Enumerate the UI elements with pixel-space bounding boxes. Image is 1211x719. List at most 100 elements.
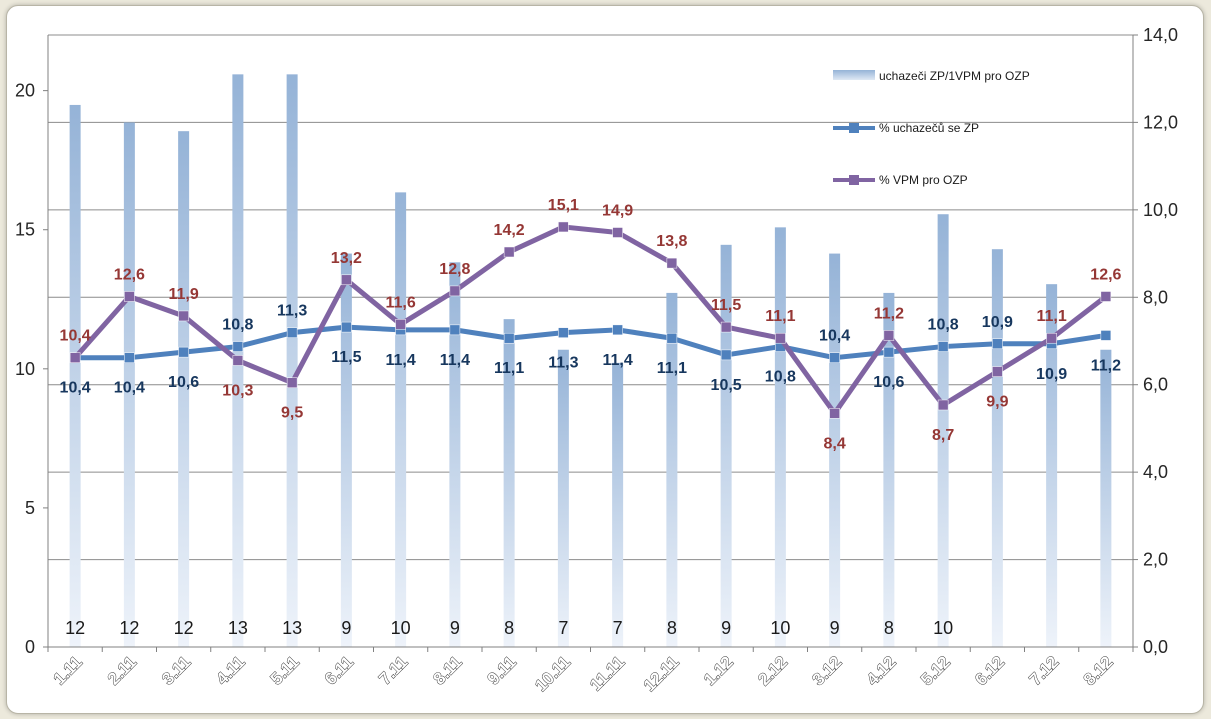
bar (937, 214, 949, 647)
x-tick-label: 9.11 (484, 652, 520, 688)
bar (69, 104, 81, 647)
y-right-tick-label: 2,0 (1143, 550, 1168, 570)
series-1-marker (829, 352, 840, 363)
bar-data-label: 10 (391, 618, 411, 638)
legend-label-bars: uchazeči ZP/1VPM pro OZP (879, 69, 1030, 83)
tick-labels: 0 5 10 15 20 0,0 2,0 4,0 6,0 8,0 10,0 12,0 14,0 1.11 2… (15, 25, 1178, 696)
series-2-marker (503, 246, 515, 258)
series-1-data-label: 11,4 (440, 352, 470, 369)
series-2-marker (232, 355, 244, 366)
series-1-data-label: 11,5 (331, 349, 361, 366)
x-tick-label: 8.11 (430, 652, 466, 688)
y-right-tick-label: 14,0 (1143, 25, 1178, 45)
series-1-data-label: 11,4 (385, 352, 415, 369)
gridlines (48, 34, 1133, 561)
x-tick-label: 8.12 (1080, 652, 1117, 689)
series-2-data-label: 13,8 (656, 233, 687, 250)
series-2-marker (124, 291, 135, 302)
bar-data-label: 8 (504, 618, 514, 638)
series-2-marker (666, 257, 678, 269)
series-1-marker (124, 352, 135, 363)
series-1-data-label: 10,8 (765, 369, 796, 386)
bar (395, 192, 407, 647)
bar-data-label: 7 (613, 618, 623, 638)
series-2-marker (937, 399, 949, 411)
combo-chart: 10,4 10,4 10,4 12,6 10,6 11,9 10,8 10,3 11,3 9,5 1… (15, 25, 1178, 696)
series-1-data-label: 10,9 (982, 314, 1013, 331)
series-2-data-label: 11,2 (874, 305, 904, 322)
series-2-marker (720, 321, 732, 333)
series-2-marker (992, 366, 1003, 377)
series-1-data-label: 10,6 (168, 374, 199, 391)
series-2-data-label: 12,6 (1090, 266, 1121, 283)
bar-data-label: 10 (770, 618, 790, 638)
series-2-marker (775, 332, 786, 344)
x-tick-label: 2.11 (104, 652, 140, 688)
series-2-data-label: 11,6 (385, 294, 415, 311)
bar (991, 249, 1003, 647)
series-1-data-label: 11,3 (548, 355, 578, 372)
series-2-data-label: 11,1 (1036, 308, 1066, 325)
bar (883, 292, 895, 647)
legend-label-1: % uchazečů se ZP (879, 121, 979, 135)
series-2-data-label: 9,9 (986, 394, 1008, 411)
series-1-marker (558, 327, 569, 338)
series-line-1 (75, 324, 1107, 361)
series-2-marker (558, 221, 569, 233)
bar-data-label: 9 (721, 618, 731, 638)
bar (503, 319, 515, 647)
line-series (69, 221, 1112, 419)
y-right-tick-label: 8,0 (1143, 287, 1168, 307)
series-2-data-label: 15,1 (548, 197, 579, 214)
legend-bar-swatch (833, 70, 875, 80)
bar (178, 131, 190, 648)
series-1-marker (341, 321, 352, 333)
bar (1100, 349, 1112, 647)
bar-data-label: 9 (341, 618, 351, 638)
y-right-tick-label: 6,0 (1143, 375, 1168, 395)
x-tick-label: 10.11 (531, 652, 574, 695)
series-1-marker (1100, 330, 1112, 341)
series-2-data-label: 8,7 (932, 427, 954, 444)
series-2-data-label: 12,6 (114, 266, 145, 283)
bar-data-label: 7 (558, 618, 568, 638)
series-1-marker (612, 324, 623, 336)
series-2-data-label: 14,9 (602, 203, 633, 220)
series-2-data-label: 11,9 (168, 286, 198, 303)
series-1-data-label: 10,4 (60, 380, 91, 397)
bar (720, 244, 732, 648)
series-1-marker (286, 327, 298, 338)
x-tick-label: 6.12 (971, 652, 1008, 689)
y-left-tick-label: 5 (25, 498, 35, 518)
x-tick-label: 12.11 (640, 652, 683, 695)
bar-data-label: 9 (450, 618, 460, 638)
y-right-tick-label: 0,0 (1143, 637, 1168, 657)
x-tick-label: 4.11 (213, 652, 249, 688)
legend-marker-1 (849, 123, 859, 133)
bar-data-label: 12 (119, 618, 139, 638)
series-1-data-label: 11,2 (1091, 357, 1121, 374)
legend-label-2: % VPM pro OZP (879, 173, 968, 187)
series-2-marker (1100, 291, 1112, 302)
series-1-marker (992, 338, 1003, 350)
series-1-marker (666, 332, 678, 344)
x-tick-label: 5.12 (917, 652, 954, 689)
series-2-marker (286, 377, 298, 388)
series-2-marker (449, 285, 461, 297)
series-2-data-label: 10,3 (222, 382, 253, 399)
bar (557, 349, 569, 647)
axes (43, 34, 1138, 652)
bar-data-label: 12 (65, 618, 85, 638)
x-tick-label: 1.12 (700, 652, 737, 689)
x-tick-label: 7.12 (1026, 652, 1063, 689)
series-2-data-label: 11,1 (765, 308, 795, 325)
bar-data-label: 13 (282, 618, 302, 638)
x-tick-label: 3.11 (158, 652, 194, 688)
series-1-data-label: 11,3 (277, 303, 307, 320)
series-line-2 (73, 224, 1108, 416)
y-left-tick-label: 15 (15, 220, 35, 240)
y-left-tick-label: 0 (25, 637, 35, 657)
x-tick-label: 2.12 (754, 652, 791, 689)
bar-data-label: 10 (933, 618, 953, 638)
bar (829, 253, 841, 648)
